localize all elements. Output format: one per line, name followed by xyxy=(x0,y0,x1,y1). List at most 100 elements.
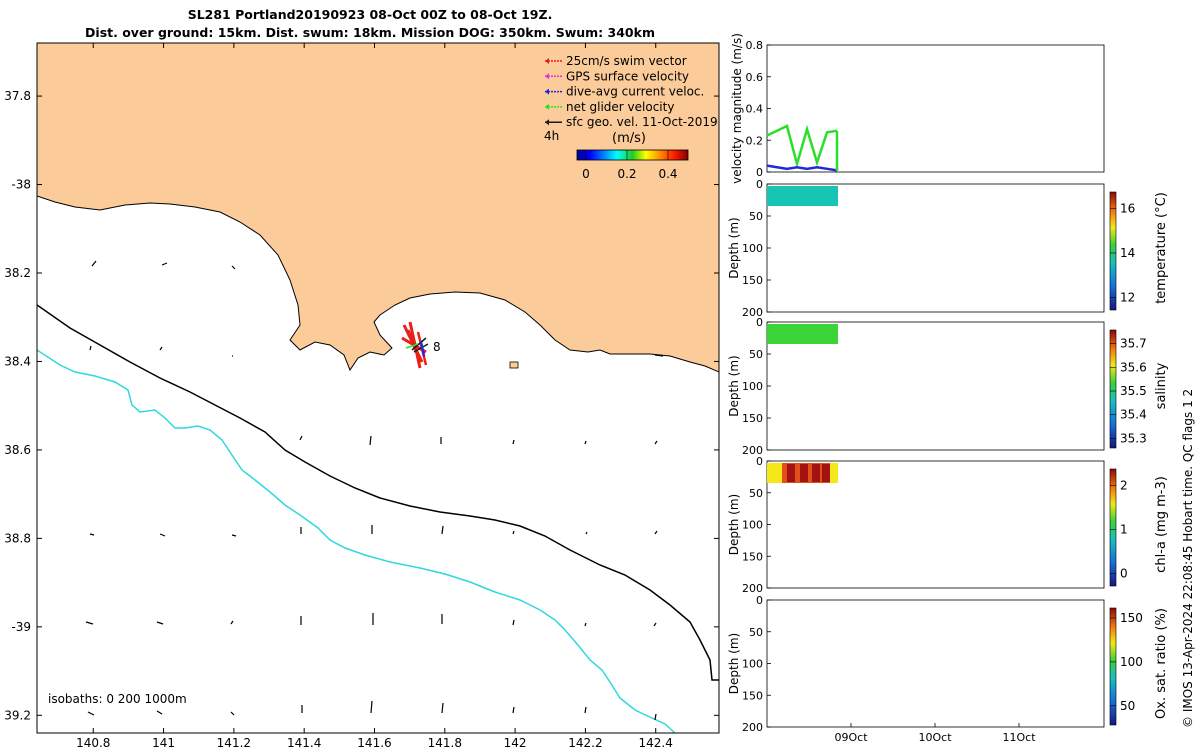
panel-y-tick-label: 200 xyxy=(742,444,763,457)
panel-ylabel: Depth (m) xyxy=(727,633,741,694)
speed-colorbar-tick-label: 0.2 xyxy=(617,167,636,181)
profile-data xyxy=(767,186,838,206)
panel-ylabel: Depth (m) xyxy=(727,355,741,416)
colorbar-tick-label: 16 xyxy=(1120,202,1135,216)
panel-ylabel: Depth (m) xyxy=(727,494,741,555)
time-tick-label: 10Oct xyxy=(918,731,952,744)
series-line xyxy=(766,124,838,169)
colorbar-tick-label: 150 xyxy=(1120,611,1143,625)
panel-y-tick-label: 150 xyxy=(742,274,763,287)
legend-label: dive-avg current veloc. xyxy=(566,85,704,99)
speed-colorbar-unit: (m/s) xyxy=(612,131,646,146)
map-x-tick-label: 141 xyxy=(152,736,175,750)
panel-colorbar xyxy=(1109,607,1117,726)
map-panel: 140.8 141 141.2 141.4 141.6 141.8 142 142.2 142.… xyxy=(4,42,720,750)
panel-ylabel: velocity magnitude (m/s) xyxy=(730,33,744,184)
speed-colorbar xyxy=(576,149,689,161)
map-x-tick-label: 142 xyxy=(504,736,527,750)
colorbar-tick-label: 35.7 xyxy=(1120,337,1147,351)
map-y-tick-label: -39 xyxy=(11,620,31,634)
panel-3: 0 50 100 150 200 Depth (m) 0 1 2 chl-a (mg m-3) xyxy=(727,455,1169,595)
panel-y-tick-label: 150 xyxy=(742,412,763,425)
legend-label: sfc geo. vel. 11-Oct-2019 xyxy=(566,115,718,129)
glider-label: 8 xyxy=(433,340,441,354)
map-x-axis: 140.8 141 141.2 141.4 141.6 141.8 142 142.2 142.… xyxy=(76,43,673,750)
panel-y-tick-label: 50 xyxy=(749,348,763,361)
colorbar-label: Ox. sat. ratio (%) xyxy=(1154,608,1169,719)
colorbar-tick-label: 35.6 xyxy=(1120,360,1147,374)
panel-y-tick-label: 50 xyxy=(749,487,763,500)
panel-y-tick-label: 200 xyxy=(742,582,763,595)
panel-y-tick-label: 100 xyxy=(742,242,763,255)
speed-colorbar-tick-label: 0.4 xyxy=(658,167,677,181)
map-x-tick-label: 141.8 xyxy=(428,736,462,750)
isobath-200m xyxy=(37,304,719,681)
colorbar-tick-label: 14 xyxy=(1120,246,1135,260)
panel-y-tick-label: 0.8 xyxy=(746,39,764,52)
plot-title-line1: SL281 Portland20190923 08-Oct 00Z to 08-… xyxy=(187,7,553,22)
map-x-tick-label: 142.2 xyxy=(568,736,602,750)
series-line xyxy=(766,164,838,172)
map-y-tick-label: 39.2 xyxy=(4,708,31,722)
panel-y-tick-label: 0 xyxy=(756,166,763,179)
panel-1: 0 50 100 150 200 Depth (m) 12 14 16 temperature (… xyxy=(727,178,1169,319)
speed-colorbar-tick-label: 0 xyxy=(582,167,590,181)
panel-y-tick-label: 0 xyxy=(756,455,763,468)
panel-y-tick-label: 200 xyxy=(742,306,763,319)
map-y-tick-label: 38.8 xyxy=(4,531,31,545)
map-y-tick-label: 38.2 xyxy=(4,266,31,280)
plot-title-line2: Dist. over ground: 15km. Dist. swum: 18k… xyxy=(85,25,655,40)
panel-ylabel: Depth (m) xyxy=(727,217,741,278)
panel-y-tick-label: 0 xyxy=(756,594,763,607)
panel-y-tick-label: 0 xyxy=(756,316,763,329)
copyright-note: © IMOS 13-Apr-2024 22:08:45 Hobart time.… xyxy=(1181,388,1195,728)
colorbar-tick-label: 100 xyxy=(1120,655,1143,669)
colorbar-tick-label: 1 xyxy=(1120,523,1128,537)
map-y-tick-label: 37.8 xyxy=(4,89,31,103)
map-x-tick-label: 140.8 xyxy=(76,736,110,750)
panel-y-tick-label: 100 xyxy=(742,519,763,532)
colorbar-tick-label: 50 xyxy=(1120,699,1135,713)
map-x-tick-label: 141.4 xyxy=(287,736,321,750)
panel-y-tick-label: 50 xyxy=(749,210,763,223)
panel-y-tick-label: 150 xyxy=(742,550,763,563)
isobath-note: isobaths: 0 200 1000m xyxy=(48,692,187,706)
colorbar-tick-label: 0 xyxy=(1120,566,1128,580)
panel-colorbar xyxy=(1109,468,1117,587)
colorbar-tick-label: 35.5 xyxy=(1120,384,1147,398)
time-tick-label: 11Oct xyxy=(1002,731,1036,744)
map-x-tick-label: 142.4 xyxy=(639,736,673,750)
panel-colorbar xyxy=(1109,329,1117,449)
colorbar-label: chl-a (mg m-3) xyxy=(1154,476,1169,573)
map-y-axis: 37.8 -38 38.2 38.4 38.6 38.8 -39 39.2 xyxy=(4,89,719,722)
panel-y-tick-label: 200 xyxy=(742,721,763,734)
colorbar-tick-label: 2 xyxy=(1120,479,1128,493)
panel-y-tick-label: 100 xyxy=(742,658,763,671)
land-area xyxy=(37,43,719,373)
time-tick-label: 09Oct xyxy=(834,731,868,744)
panel-y-tick-label: 150 xyxy=(742,689,763,702)
colorbar-tick-label: 35.3 xyxy=(1120,431,1147,445)
colorbar-label: salinity xyxy=(1154,362,1169,409)
speed-colorbar-ticks: 0 0.2 0.4 xyxy=(582,150,678,181)
legend-label: GPS surface velocity xyxy=(566,69,689,83)
profile-data xyxy=(767,324,838,344)
panel-y-tick-label: 0.2 xyxy=(746,134,764,147)
velocity-arrows xyxy=(85,260,664,721)
map-y-tick-label: -38 xyxy=(11,178,31,192)
time-label: 4h xyxy=(544,129,559,143)
map-y-tick-label: 38.6 xyxy=(4,443,31,457)
colorbar-tick-label: 12 xyxy=(1120,290,1135,304)
colorbar-label: temperature (°C) xyxy=(1154,192,1169,304)
map-x-tick-label: 141.2 xyxy=(217,736,251,750)
panel-colorbar xyxy=(1109,191,1117,311)
panel-y-tick-label: 0.6 xyxy=(746,71,764,84)
map-y-tick-label: 38.4 xyxy=(4,354,31,368)
legend-label: net glider velocity xyxy=(566,100,674,114)
panel-y-tick-label: 100 xyxy=(742,380,763,393)
legend-label: 25cm/s swim vector xyxy=(566,54,687,68)
panel-y-tick-label: 50 xyxy=(749,626,763,639)
panel-y-tick-label: 0.4 xyxy=(746,103,764,116)
